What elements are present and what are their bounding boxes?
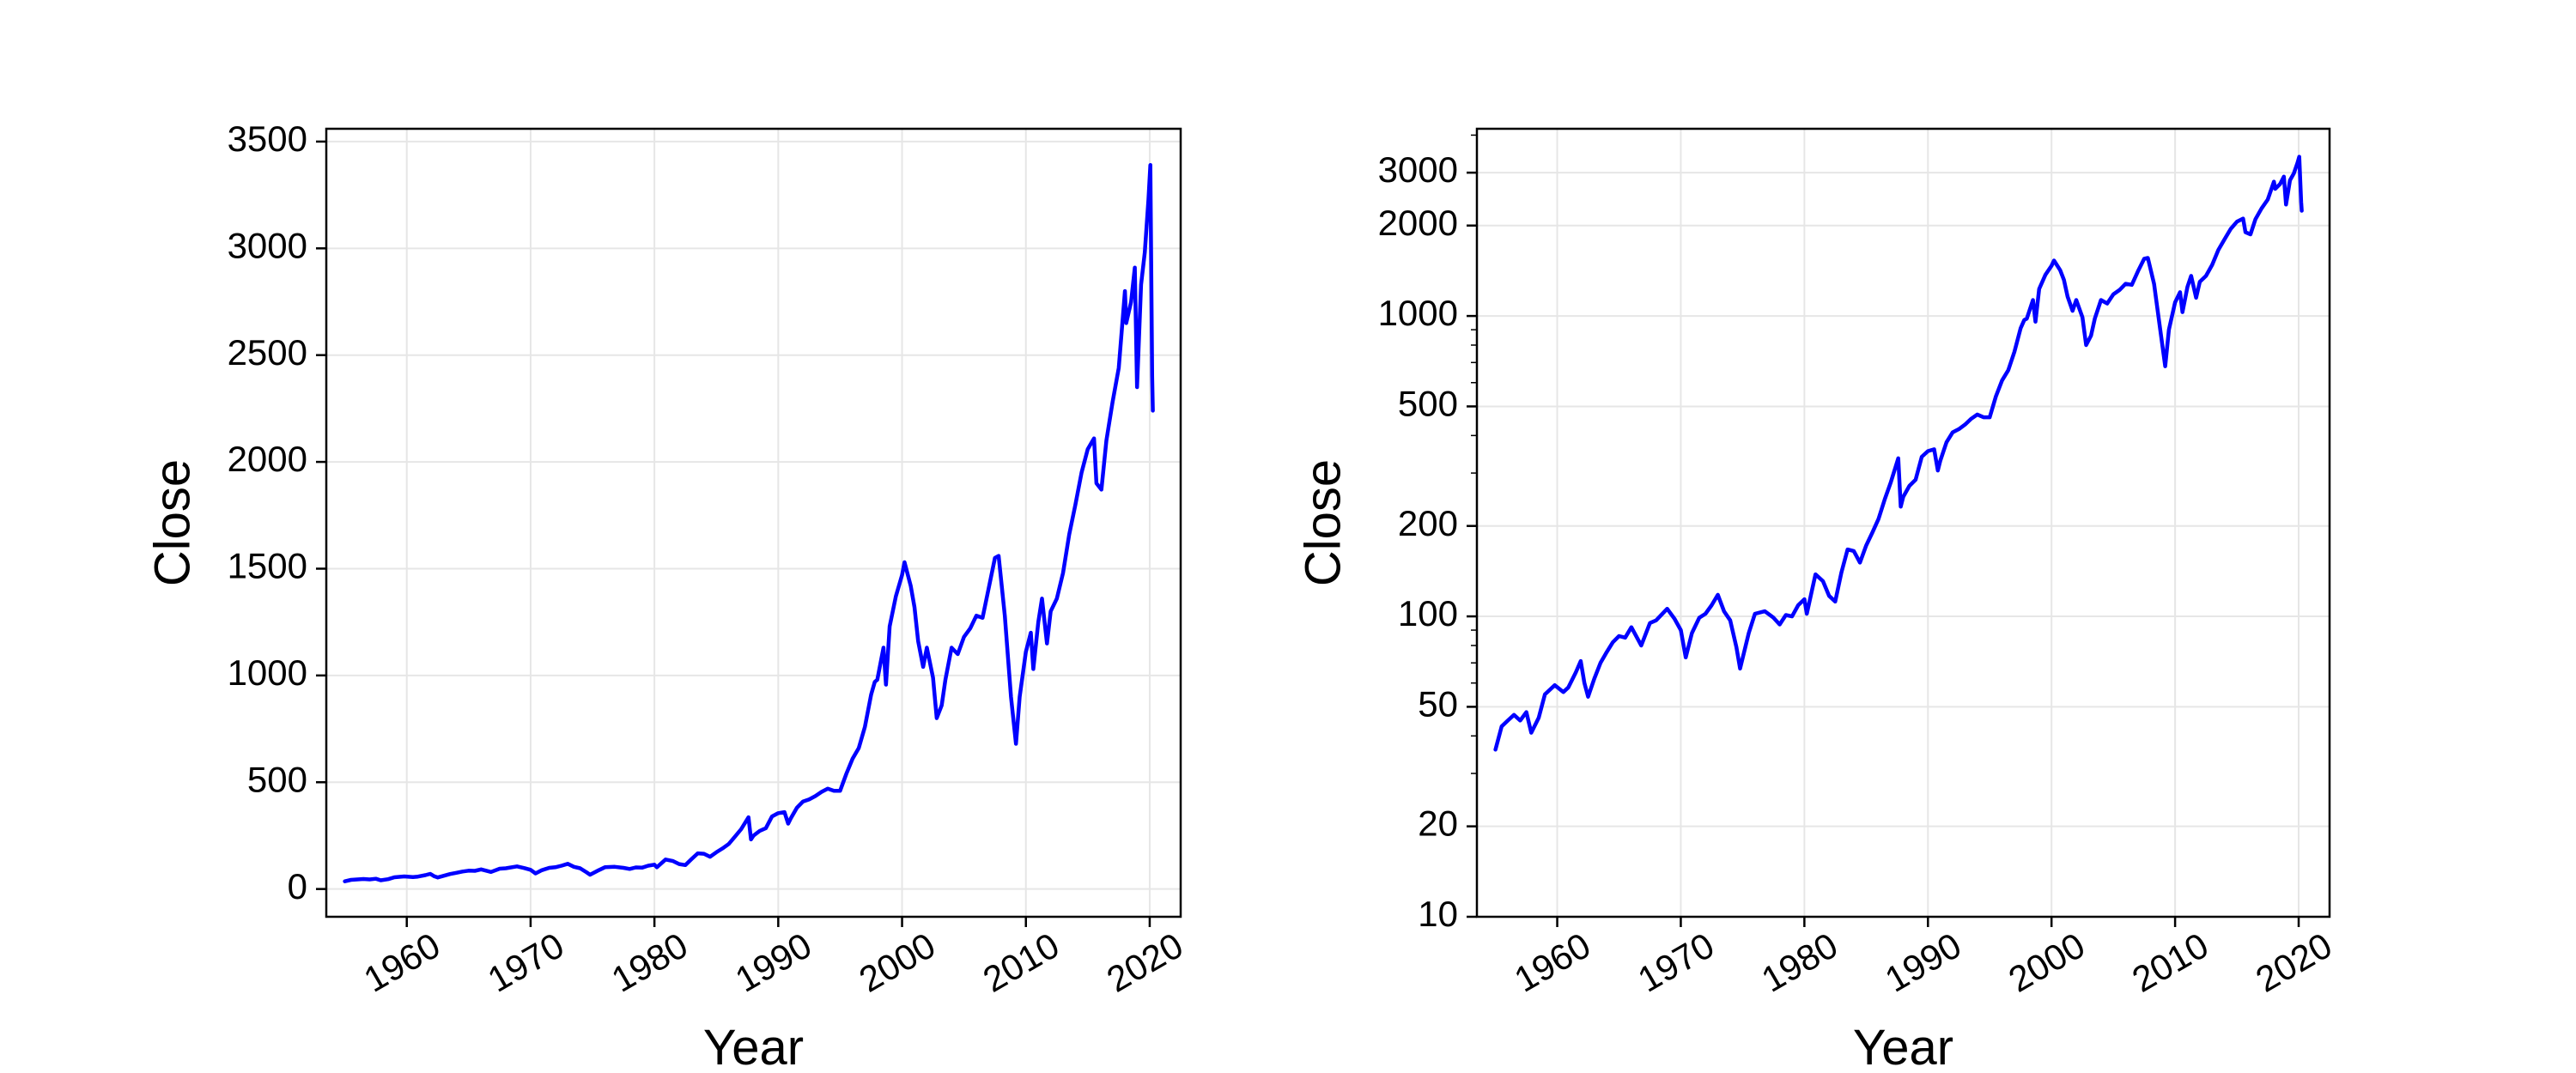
y-tick-label: 1000 — [228, 652, 307, 693]
y-tick-label: 500 — [1398, 384, 1458, 424]
series-line — [1493, 155, 2304, 752]
linear-chart-panel: 1960 1970 1980 1990 2000 2010 2020050010001500… — [144, 118, 1189, 1073]
y-tick-label: 1500 — [228, 546, 307, 586]
y-tick-label: 2000 — [1378, 203, 1458, 243]
y-tick-label: 1000 — [1378, 293, 1458, 333]
y-axis-label: Close — [1295, 459, 1351, 586]
x-axis-label: Year — [703, 1020, 804, 1073]
y-tick-label: 200 — [1398, 503, 1458, 543]
y-tick-label: 50 — [1418, 683, 1458, 724]
x-axis-label: Year — [1853, 1020, 1953, 1073]
y-tick-label: 3500 — [228, 118, 307, 159]
plot-frame — [1475, 127, 2331, 918]
y-tick-label: 0 — [288, 866, 307, 906]
y-tick-label: 500 — [247, 759, 307, 799]
y-tick-label: 2500 — [228, 332, 307, 373]
y-tick-label: 10 — [1418, 894, 1458, 934]
y-tick-label: 100 — [1398, 593, 1458, 633]
plot-frame — [325, 127, 1182, 918]
y-tick-label: 3000 — [1378, 149, 1458, 190]
y-tick-label: 3000 — [228, 225, 307, 265]
y-axis-label: Close — [144, 459, 200, 586]
y-tick-label: 20 — [1418, 803, 1458, 844]
series-line — [343, 163, 1155, 883]
y-tick-label: 2000 — [228, 439, 307, 479]
